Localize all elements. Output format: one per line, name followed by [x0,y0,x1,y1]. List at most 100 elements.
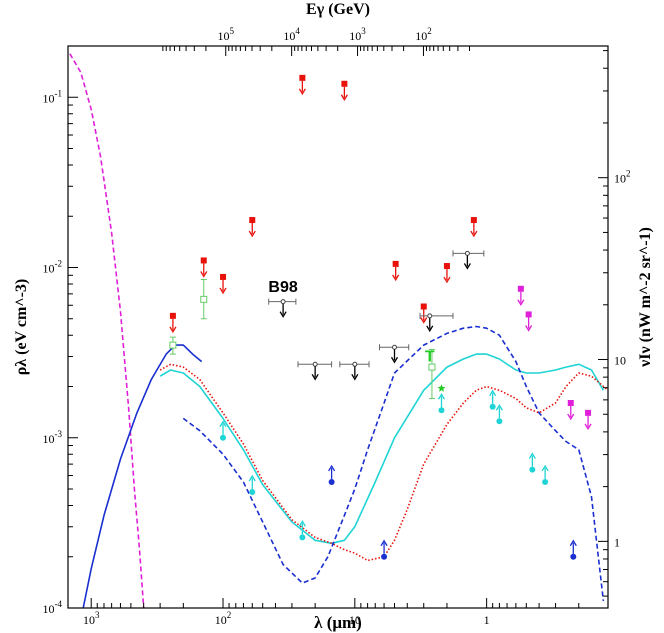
top-tick-label-2: 103 [349,26,366,43]
series-5-point-5-arrow-head [340,94,348,102]
series-9-point-1 [380,539,388,560]
series-8-point-5-marker [496,418,503,425]
series-5-point-5 [340,80,348,102]
series-6-point-2-marker [567,399,574,406]
series-5-point-3-marker [249,217,256,224]
series-5-point-6-arrow-head [392,274,400,282]
x-tick-label-1-exponent: 2 [227,610,232,620]
series-6-point-2 [567,399,575,421]
x-tick-label-0: 103 [83,610,100,627]
series-7-point-2-marker [352,361,358,367]
series-8-point-7-arrow-head [541,464,549,472]
series-8-point-6 [528,452,536,473]
series-9-point-2 [569,539,577,560]
series-10-point-1 [200,279,208,320]
series-6-point-1 [525,311,533,332]
series-8-point-0-marker [220,434,227,441]
series-5-point-3-arrow-head [248,230,256,238]
series-7-point-2-arrow-head [351,373,359,381]
series-7-point-5 [452,250,485,270]
right-tick-label-0-exponent: 2 [626,169,631,179]
series-10-point-1-marker [200,295,208,303]
series-11-point-0 [437,384,446,392]
top-tick-label-2-exponent: 3 [361,26,366,36]
series-10-point-0 [169,336,177,355]
series-8-point-2-marker [299,534,306,541]
series-8-point-5 [495,403,503,425]
series-9-point-0-arrow-head [328,464,336,472]
series-6-point-3-marker [585,409,592,416]
series-6-point-0-arrow-head [517,299,525,307]
series-5-point-8 [443,263,451,284]
series-5-point-2-arrow-head [219,287,227,295]
y-tick-label-0-exponent: -1 [55,88,63,98]
series-5-point-4 [298,74,306,96]
data-markers [169,74,592,560]
series-8-point-0 [219,420,227,441]
right-tick-label-2: 1 [614,535,620,549]
series-5-point-2-marker [220,273,227,280]
series-10-point-2 [428,348,436,400]
series-10-point-2-marker [428,363,436,371]
series-5-point-7-arrow-head [420,317,428,324]
series-8-point-5-arrow-head [495,403,503,411]
series-5-point-0-arrow-head [169,326,177,334]
series-5-point-7-marker [420,303,427,310]
y-tick-label-3: 10-4 [43,599,63,616]
annotation-0: B98 [268,279,297,296]
series-5-point-5-marker [341,80,348,87]
series-5-point-3 [248,217,256,238]
series-6-point-0-marker [517,285,524,292]
series-8-point-4-arrow-head [489,389,497,397]
series-6-point-0 [517,285,525,307]
series-5-point-2 [219,273,227,295]
series-5-point-6 [392,260,400,282]
series-8-point-3 [437,393,446,414]
annotation-1: T [425,349,435,366]
series-7-point-4-arrow-head [426,325,434,333]
series-8-point-7-marker [542,478,549,485]
y-tick-label-1: 10-2 [43,259,63,276]
series-5-point-4-marker [299,74,306,81]
series-7-point-5-arrow-head [463,263,471,270]
series-6-point-3-arrow-head [584,423,592,431]
series-9-point-1-arrow-head [380,539,388,547]
series-6-point-2-arrow-head [567,413,575,421]
series-7-point-3-marker [392,344,398,350]
series-7-point-4 [419,312,454,333]
series-8-point-7 [541,464,549,485]
series-8-point-2 [298,520,306,541]
series-7-point-3-arrow-head [390,356,399,364]
series-7-point-0 [268,298,297,318]
series-7-point-1 [297,361,333,381]
series-9-point-0 [328,464,336,485]
series-7-point-0-marker [280,299,286,305]
series-5-point-0 [169,312,177,334]
series-5-point-4-arrow-head [298,88,306,96]
right-axis-title: νIν (nW m^-2 sr^-1) [637,227,654,368]
series-5-point-9-marker [470,217,477,224]
series-5-point-8-marker [443,263,450,270]
series-4-curve [182,325,605,602]
top-tick-label-3: 102 [415,26,432,43]
series-11-point-0-marker [437,384,446,392]
series-7-point-3 [378,344,410,364]
series-8-point-3-marker [438,407,445,414]
series-5-point-7 [420,303,428,324]
series-5-point-8-arrow-head [443,276,451,284]
top-tick-label-0: 105 [217,26,234,43]
series-10-point-0-marker [169,341,177,349]
right-tick-label-0: 102 [614,169,631,186]
series-7-point-5-marker [464,250,470,256]
x-tick-label-2: 10 [349,613,361,627]
series-7-point-1-marker [312,361,318,367]
series-8-point-0-arrow-head [219,420,227,428]
series-8-point-2-arrow-head [298,520,306,527]
series-8-point-6-marker [529,466,536,473]
series-5-point-1 [200,257,208,278]
series-8-point-4 [489,389,497,410]
y-tick-label-1-exponent: -2 [55,259,63,269]
series-7-point-0-arrow-head [279,311,287,318]
